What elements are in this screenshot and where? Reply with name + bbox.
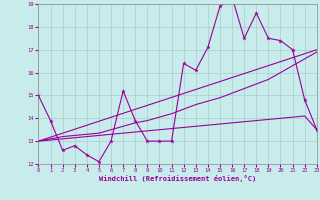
X-axis label: Windchill (Refroidissement éolien,°C): Windchill (Refroidissement éolien,°C) — [99, 175, 256, 182]
